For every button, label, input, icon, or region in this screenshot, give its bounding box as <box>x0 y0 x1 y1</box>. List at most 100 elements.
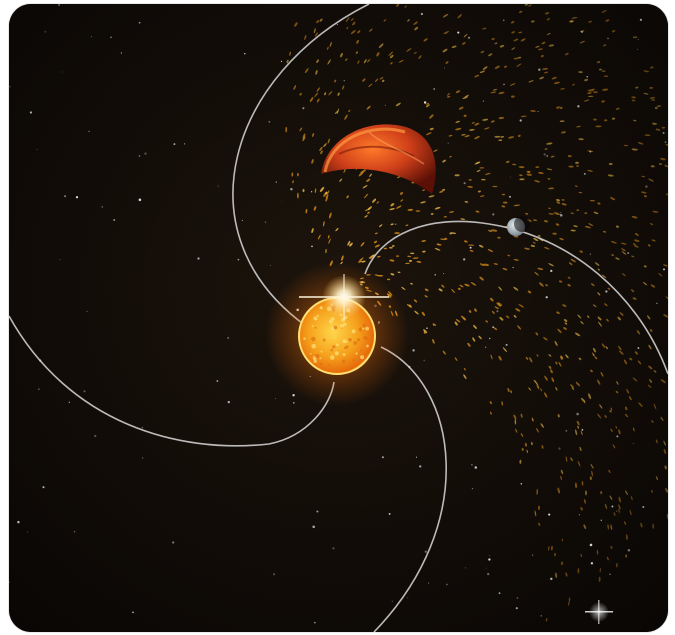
wind-particle <box>601 70 606 72</box>
background-star <box>600 519 602 521</box>
wind-particle <box>313 28 316 34</box>
wind-particle <box>545 618 548 622</box>
background-star <box>138 21 141 24</box>
wind-particle <box>442 188 446 191</box>
wind-particle <box>294 22 298 27</box>
wind-particle <box>638 402 643 407</box>
wind-particle <box>378 43 384 48</box>
background-star <box>381 456 384 459</box>
wind-particle <box>568 165 574 168</box>
background-star <box>58 4 61 6</box>
background-star <box>636 49 639 51</box>
wind-particle <box>445 61 449 64</box>
background-star <box>264 221 267 223</box>
wind-particle <box>341 255 344 261</box>
solar-system-scene <box>9 4 668 632</box>
wind-particle <box>538 48 543 51</box>
wind-particle <box>454 357 458 361</box>
sun-granule <box>352 358 356 362</box>
wind-particle <box>640 522 643 528</box>
background-star <box>36 149 38 151</box>
background-star <box>281 201 282 202</box>
solar-wind-particles <box>285 4 668 622</box>
wind-particle <box>655 476 658 481</box>
wind-particle <box>564 52 569 56</box>
wind-particle <box>533 379 538 385</box>
wind-particle <box>451 288 455 293</box>
wind-particle <box>624 413 629 418</box>
wind-particle <box>587 169 593 172</box>
wind-particle <box>555 386 558 391</box>
wind-particle <box>399 192 404 195</box>
wind-particle <box>374 78 379 83</box>
sun-granule <box>348 337 352 342</box>
wind-particle <box>653 403 657 410</box>
wind-particle <box>651 489 653 493</box>
wind-particle <box>312 133 315 137</box>
background-star <box>138 198 142 202</box>
wind-particle <box>545 12 550 15</box>
wind-particle <box>536 428 539 433</box>
wind-particle <box>483 263 490 266</box>
wind-particle <box>467 185 473 188</box>
wind-particle <box>482 118 489 121</box>
background-star <box>482 100 484 102</box>
background-star <box>616 510 618 512</box>
wind-particle <box>559 120 565 123</box>
wind-particle <box>414 310 419 315</box>
wind-particle <box>488 53 493 57</box>
sun-granule <box>313 359 317 363</box>
wind-particle <box>514 418 517 425</box>
wind-particle <box>590 369 593 373</box>
wind-particle <box>578 357 582 361</box>
background-star <box>332 547 335 550</box>
wind-particle <box>478 244 484 248</box>
wind-particle <box>478 335 482 340</box>
wind-particle <box>568 262 573 266</box>
wind-particle <box>561 203 567 206</box>
wind-particle <box>616 381 619 385</box>
wind-particle <box>428 195 435 198</box>
wind-particle <box>607 524 610 530</box>
wind-particle <box>348 109 351 113</box>
wind-particle <box>580 430 583 436</box>
sun-granule <box>333 325 338 330</box>
wind-particle <box>650 165 655 168</box>
wind-particle <box>606 556 609 561</box>
wind-particle <box>593 118 597 121</box>
sun-granule <box>343 322 347 326</box>
wind-particle <box>479 167 485 169</box>
wind-particle <box>557 487 561 494</box>
wind-particle <box>533 237 539 242</box>
background-star <box>492 213 495 216</box>
wind-particle <box>334 79 337 83</box>
wind-particle <box>574 185 578 187</box>
wind-particle <box>584 225 591 229</box>
wind-particle <box>647 384 652 388</box>
wind-particle <box>625 490 628 495</box>
wind-particle <box>560 561 564 566</box>
wind-particle <box>302 188 305 193</box>
wind-particle <box>369 173 373 177</box>
background-star <box>627 252 630 255</box>
wind-particle <box>425 132 432 136</box>
wind-particle <box>578 71 583 74</box>
background-star <box>515 607 518 610</box>
wind-particle <box>504 65 507 68</box>
wind-particle <box>519 178 525 181</box>
wind-particle <box>575 161 579 164</box>
wind-particle <box>376 201 380 204</box>
background-star <box>68 401 71 404</box>
background-star <box>314 621 316 624</box>
wind-particle <box>443 31 450 35</box>
background-star <box>426 327 428 330</box>
background-star <box>38 388 40 390</box>
wind-particle <box>623 521 627 525</box>
wind-particle <box>390 204 394 207</box>
background-star <box>237 258 240 261</box>
wind-particle <box>467 342 471 347</box>
background-star <box>391 600 393 602</box>
background-star <box>443 67 446 69</box>
wind-particle <box>591 352 595 357</box>
wind-particle <box>315 70 318 75</box>
